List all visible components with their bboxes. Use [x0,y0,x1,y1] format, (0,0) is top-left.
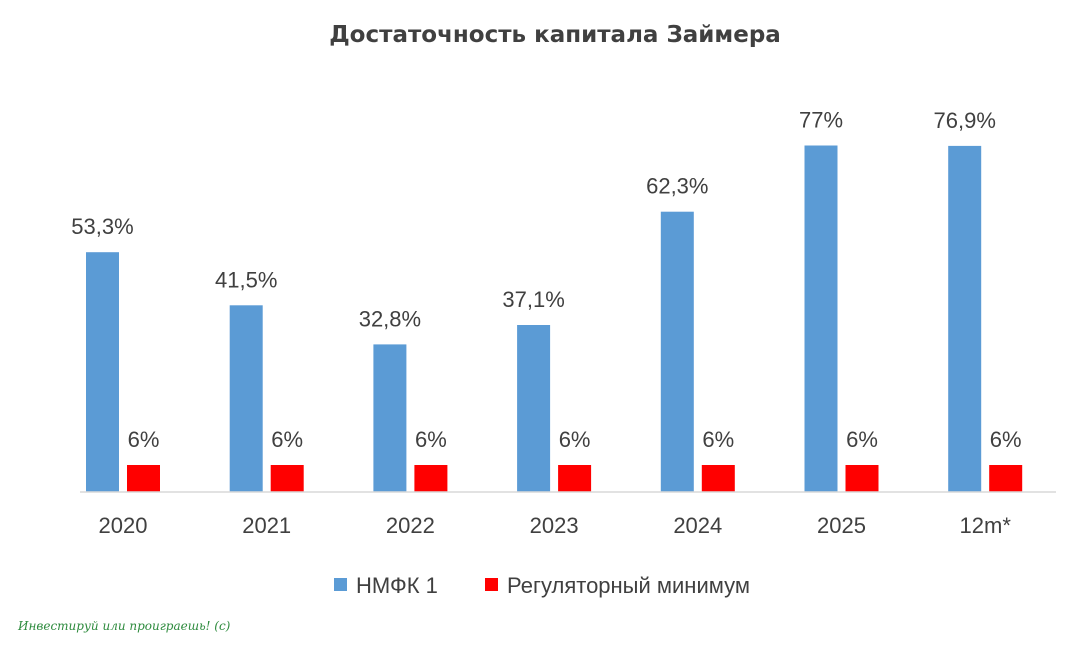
data-label-series-2-2022: 6% [415,427,447,452]
data-label-series-1-2024: 62,3% [646,174,708,199]
legend-swatch-series-1 [334,578,347,591]
bar-series-2-2022 [414,465,448,492]
bar-series-2-2023 [558,465,592,492]
data-label-series-2-2025: 6% [846,427,878,452]
data-label-series-1-2023: 37,1% [502,287,564,312]
bar-series-1-2024 [660,211,694,492]
data-label-series-1-2022: 32,8% [359,306,421,331]
bars-group [86,145,1023,493]
bar-series-2-2020 [127,465,160,492]
data-label-series-1-2025: 77% [799,108,843,133]
bar-series-1-2025 [804,145,838,492]
bar-series-2-2021 [270,465,304,492]
x-tick-label-2022: 2022 [386,513,435,538]
legend-swatch-series-2 [485,578,498,591]
data-label-series-2-2021: 6% [271,427,303,452]
x-tick-label-2023: 2023 [530,513,579,538]
x-tick-label-2020: 2020 [99,513,148,538]
watermark-signature: Инвестируй или проиграешь! (с) [17,619,231,633]
bar-series-1-2022 [373,344,407,492]
bar-series-1-2020 [86,252,119,492]
x-tick-label-2024: 2024 [673,513,722,538]
x-tick-labels-group: 2020 2021 2022 2023 2024 2025 12m* [99,513,1012,538]
bar-series-2-2025 [845,465,879,492]
data-label-series-2-12m*: 6% [990,427,1022,452]
data-labels-group: 53,3% 6% 41,5% 6% 32,8% 6% 37,1% 6% 62,3% 6% 77% 6%… [71,108,1021,453]
legend: НМФК 1 Регуляторный минимум [334,573,750,598]
data-label-series-2-2024: 6% [702,427,734,452]
x-tick-label-2021: 2021 [242,513,291,538]
data-label-series-2-2023: 6% [559,427,591,452]
data-label-series-1-2020: 53,3% [71,214,133,239]
data-label-series-1-2021: 41,5% [215,267,277,292]
bar-series-1-12m* [948,145,982,492]
data-label-series-1-12m*: 76,9% [934,108,996,133]
x-tick-label-2025: 2025 [817,513,866,538]
bar-series-2-12m* [989,465,1023,492]
bar-series-1-2023 [517,325,551,492]
data-label-series-2-2020: 6% [128,427,160,452]
legend-label-series-2: Регуляторный минимум [507,573,750,598]
chart-title: Достаточность капитала Займера [329,22,781,48]
bar-series-1-2021 [229,305,263,493]
x-tick-label-12m*: 12m* [960,513,1012,538]
legend-label-series-1: НМФК 1 [356,573,438,598]
bar-series-2-2024 [701,465,735,492]
